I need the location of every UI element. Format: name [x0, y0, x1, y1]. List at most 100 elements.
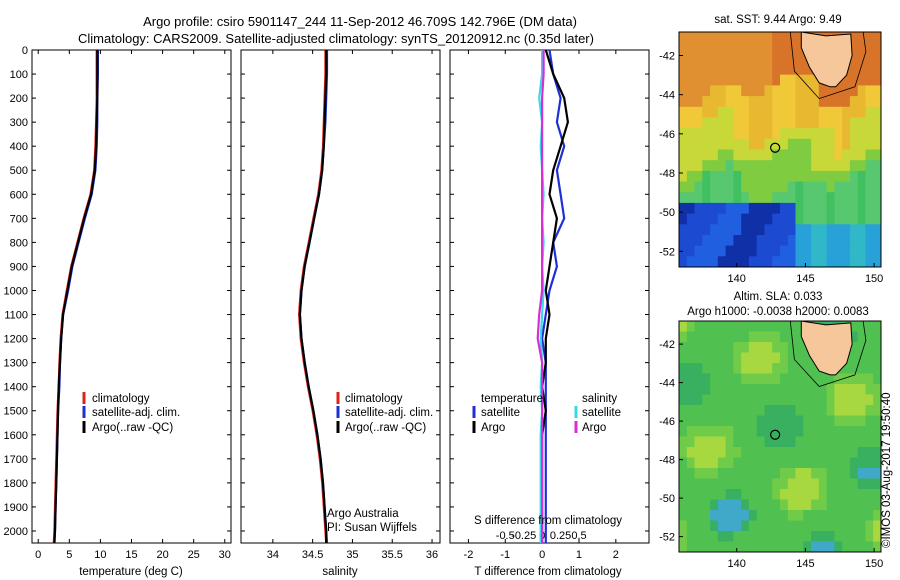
salinity-note-pi: PI: Susan Wijffels: [327, 522, 417, 534]
s-tick-label: 0.5: [571, 530, 586, 542]
x-tick-label: 150: [865, 558, 883, 570]
temperature-plot-frame: [31, 49, 232, 544]
x-tick-label: 35: [346, 549, 358, 561]
credit-text: ©IMOS 03-Aug-2017 19:50:40: [881, 392, 893, 548]
y-tick-label: 700: [10, 213, 28, 225]
y-tick-label: -42: [659, 339, 675, 351]
y-tick-label: 1000: [4, 285, 28, 297]
legend-climatology: climatology: [92, 393, 150, 405]
legend-argo: Argo(..raw -QC): [92, 422, 173, 434]
temperature-legend: climatology satellite-adj. clim. Argo(..…: [82, 392, 180, 434]
y-tick-label: 1800: [4, 478, 28, 490]
title-line1: Argo profile: csiro 5901147_244 11-Sep-2…: [143, 14, 577, 29]
x-tick-label: 145: [796, 273, 814, 285]
y-tick-label: 1100: [4, 310, 28, 322]
x-tick-label: 0: [539, 549, 545, 561]
y-tick-label: 1600: [4, 430, 28, 442]
map-field: [679, 321, 881, 552]
y-tick-label: 300: [10, 117, 28, 129]
y-tick-label: 1200: [4, 334, 28, 346]
x-tick-label: 36: [426, 549, 438, 561]
legend-s-argo: Argo: [582, 422, 606, 434]
shelf-contour: [789, 321, 867, 387]
argo-position-marker: [770, 429, 781, 440]
y-tick-label: -48: [659, 455, 675, 467]
y-tick-label: 900: [10, 261, 28, 273]
tasmania-land: [800, 321, 853, 376]
legend-t-satellite: satellite: [481, 407, 520, 419]
temperature-xlabel: temperature (deg C): [79, 566, 183, 578]
s-tick-label: -0.25: [511, 530, 536, 542]
x-tick-label: 140: [728, 273, 746, 285]
legend-t-argo: Argo: [481, 422, 505, 434]
s-tick-label: -0.5: [496, 530, 515, 542]
y-tick-label: -52: [659, 246, 675, 258]
title-line2: Climatology: CARS2009. Satellite-adjuste…: [78, 31, 594, 46]
difference-plot: -2 -1 0 1 2-0.5-0.25 0 0.25 0.5: [450, 49, 649, 561]
legend-climatology: climatology: [345, 393, 403, 405]
sst-map-title: sat. SST: 9.44 Argo: 9.49: [714, 14, 841, 26]
y-tick-label: -44: [659, 90, 675, 102]
series-line-climatology: [52, 50, 98, 544]
y-tick-label: -42: [659, 51, 675, 63]
y-tick-label: 500: [10, 165, 28, 177]
legend-argo: Argo(..raw -QC): [345, 422, 426, 434]
series-line-satellite-adj-clim-: [53, 50, 100, 544]
shelf-contour: [789, 32, 867, 100]
y-tick-label: 100: [10, 69, 28, 81]
temperature-plot: 0100200300400500600700800900100011001200…: [4, 45, 231, 561]
y-tick-label: 0: [22, 45, 28, 57]
series-line-t-satellite: [540, 49, 566, 543]
x-tick-label: 0: [35, 549, 41, 561]
salinity-note-argo-australia: Argo Australia: [327, 508, 399, 520]
legend-satellite: satellite-adj. clim.: [345, 407, 433, 419]
t-difference-xlabel: T difference from climatology: [474, 566, 621, 578]
x-tick-label: 30: [219, 549, 231, 561]
sla-map-title-line2: Argo h1000: -0.0038 h2000: 0.0083: [687, 306, 869, 318]
legend-temperature-title: temperature: [481, 393, 543, 405]
legend-satellite: satellite-adj. clim.: [92, 407, 180, 419]
x-tick-label: 35.5: [382, 549, 403, 561]
series-line-argo-raw-qc-: [53, 50, 99, 544]
map-field: [679, 32, 881, 267]
y-tick-label: -50: [659, 207, 675, 219]
x-tick-label: 140: [728, 558, 746, 570]
y-tick-label: 600: [10, 189, 28, 201]
legend-s-satellite: satellite: [582, 407, 621, 419]
tasmania-land: [800, 32, 853, 88]
x-tick-label: 10: [94, 549, 106, 561]
y-tick-label: -48: [659, 168, 675, 180]
x-tick-label: -1: [500, 549, 510, 561]
x-tick-label: 145: [796, 558, 814, 570]
y-tick-label: 400: [10, 141, 28, 153]
sst-map: 140 145 150 -42 -44 -46 -48 -50 -52: [659, 31, 883, 285]
s-tick-label: 0.25: [550, 530, 571, 542]
x-tick-label: 34: [267, 549, 279, 561]
y-tick-label: 1500: [4, 406, 28, 418]
y-tick-label: 1300: [4, 358, 28, 370]
sla-map: 140 145 150 -42 -44 -46 -48 -50 -52: [659, 320, 883, 570]
salinity-plot: 34 34.5 35 35.5 36: [241, 49, 440, 561]
map-frame: [678, 320, 882, 553]
x-tick-label: 5: [66, 549, 72, 561]
y-tick-label: 1700: [4, 454, 28, 466]
y-tick-label: 200: [10, 93, 28, 105]
y-tick-label: -46: [659, 416, 675, 428]
x-tick-label: 1: [576, 549, 582, 561]
s-difference-xlabel: S difference from climatology: [474, 515, 622, 527]
y-tick-label: -46: [659, 129, 675, 141]
difference-legend: temperature satellite Argo salinity sate…: [472, 393, 621, 434]
x-tick-label: 2: [613, 549, 619, 561]
y-tick-label: -50: [659, 493, 675, 505]
y-tick-label: 800: [10, 237, 28, 249]
x-tick-label: -2: [464, 549, 474, 561]
argo-position-marker: [770, 142, 781, 153]
y-tick-label: 1900: [4, 502, 28, 514]
y-tick-label: 1400: [4, 382, 28, 394]
map-frame: [678, 31, 882, 268]
salinity-plot-frame: [240, 49, 441, 544]
y-tick-label: -52: [659, 532, 675, 544]
sla-map-title-line1: Altim. SLA: 0.033: [734, 291, 823, 303]
series-line-argo-raw-qc-: [298, 50, 328, 543]
